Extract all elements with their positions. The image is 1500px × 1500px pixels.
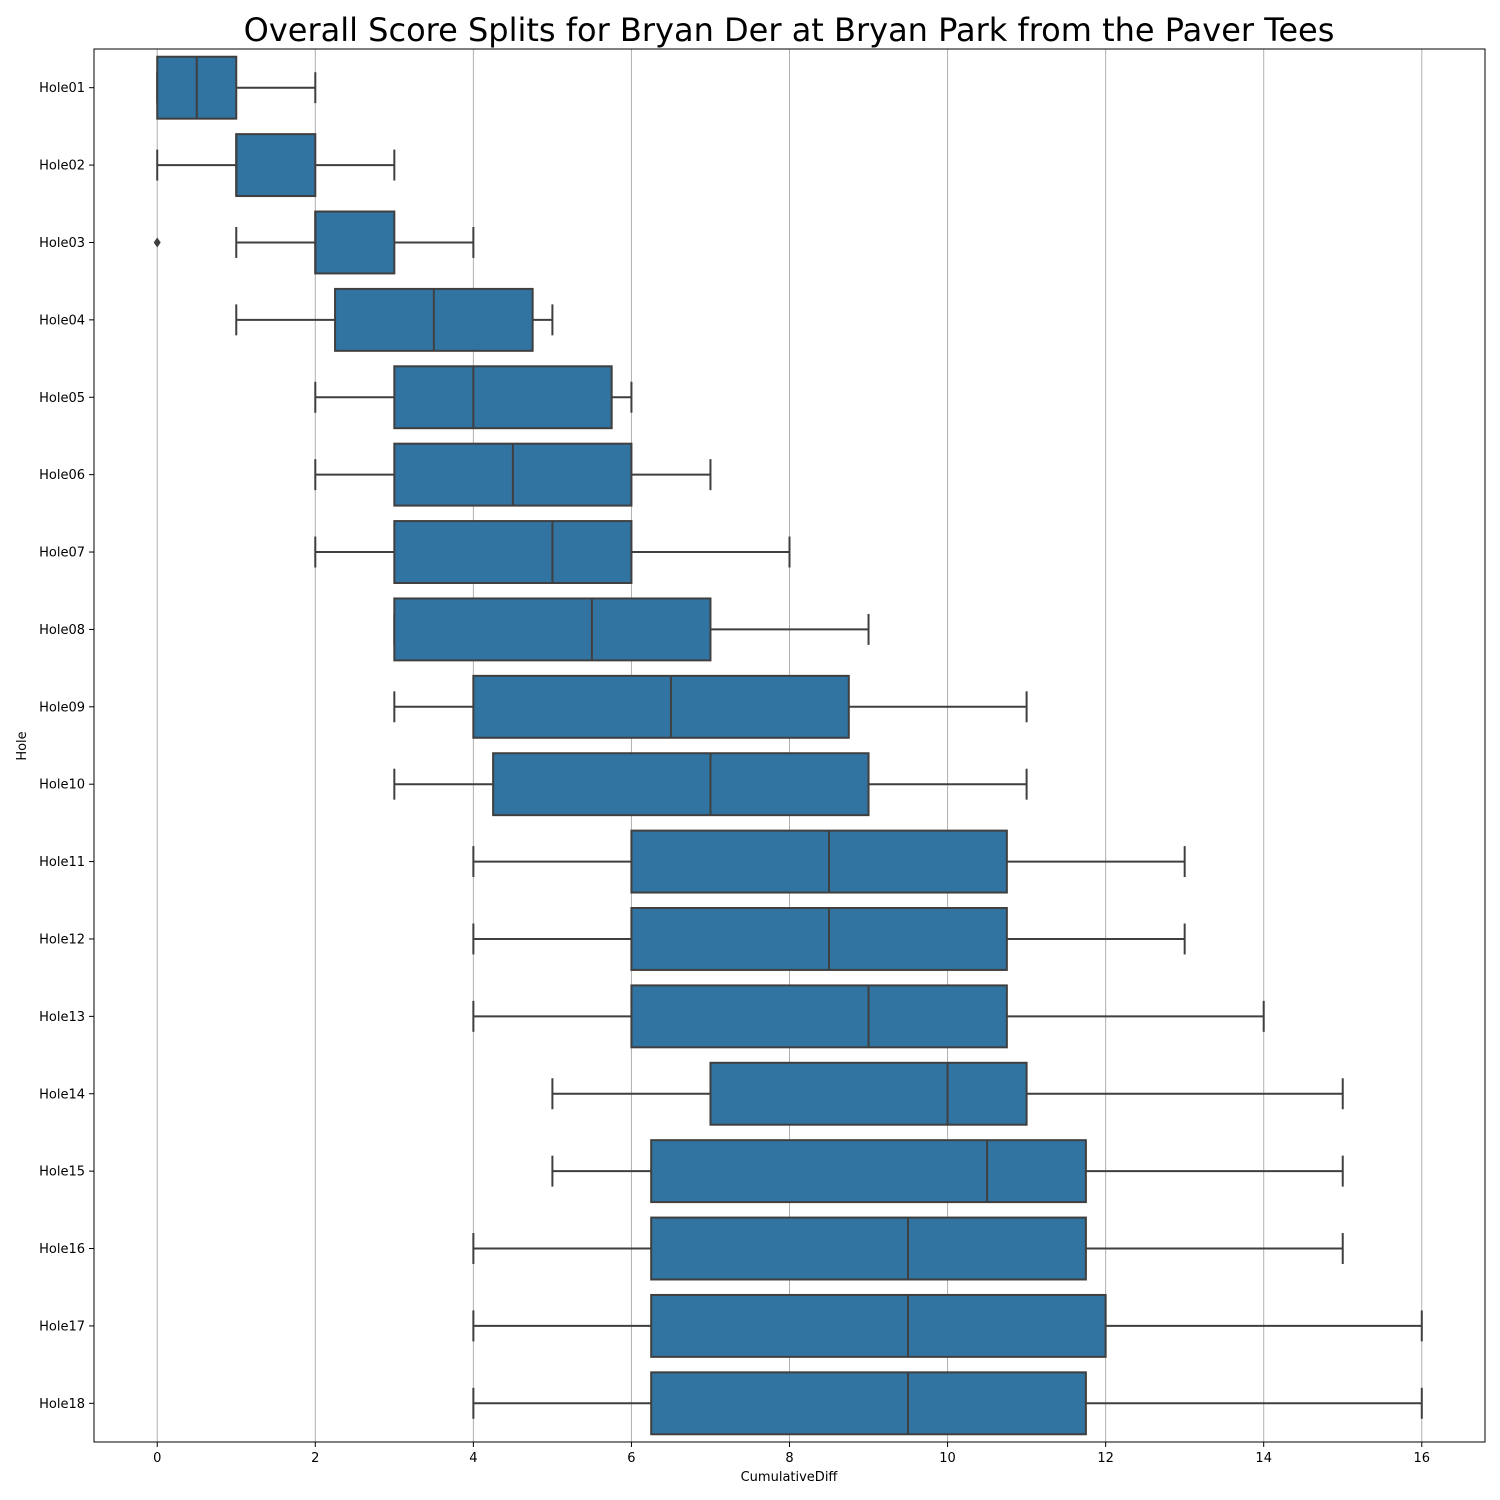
box-hole07: [314, 520, 791, 584]
box-hole01: [156, 55, 317, 120]
y-tick-label: Hole15: [39, 1165, 85, 1180]
x-tick-label: 10: [939, 1451, 956, 1466]
y-tick-label: Hole08: [39, 623, 85, 638]
x-tick-label: 0: [153, 1451, 161, 1466]
iqr-box: [393, 597, 712, 662]
iqr-box: [393, 365, 613, 430]
box-hole15: [551, 1139, 1344, 1204]
y-tick-label: Hole05: [39, 391, 85, 406]
iqr-box: [650, 1139, 1087, 1204]
box-hole06: [314, 442, 712, 507]
y-tick-label: Hole03: [39, 236, 85, 251]
iqr-box: [235, 133, 317, 198]
y-tick-label: Hole06: [39, 468, 85, 483]
x-tick-label: 12: [1097, 1451, 1114, 1466]
x-tick-label: 14: [1255, 1451, 1272, 1466]
box-hole05: [314, 365, 633, 430]
y-tick-label: Hole02: [39, 159, 85, 174]
iqr-box: [630, 907, 1008, 971]
y-axis-ticks: Hole01 Hole02 Hole03 Hole04 Hole05 Hole06 Hole…: [39, 81, 94, 1412]
iqr-box: [650, 1293, 1107, 1358]
y-tick-label: Hole09: [39, 700, 85, 715]
y-tick-label: Hole12: [39, 932, 85, 947]
y-tick-label: Hole01: [39, 81, 85, 96]
y-tick-label: Hole13: [39, 1010, 85, 1025]
iqr-box: [650, 1216, 1087, 1281]
iqr-box: [709, 1061, 1028, 1126]
box-hole17: [472, 1293, 1423, 1358]
iqr-box: [492, 752, 870, 817]
x-tick-label: 2: [311, 1451, 319, 1466]
x-tick-label: 16: [1413, 1451, 1430, 1466]
iqr-box: [472, 674, 850, 739]
y-tick-label: Hole17: [39, 1319, 85, 1334]
box-hole08: [393, 597, 870, 662]
box-hole13: [472, 984, 1265, 1049]
box-hole09: [393, 674, 1028, 739]
box-hole03: [153, 210, 475, 275]
x-axis-label: CumulativeDiff: [741, 1470, 839, 1485]
box-hole12: [472, 907, 1186, 971]
box-hole14: [551, 1061, 1344, 1126]
y-tick-label: Hole07: [39, 546, 85, 561]
chart-title: Overall Score Splits for Bryan Der at Br…: [244, 11, 1335, 49]
x-axis-ticks: 0 2 4 6 8 10 12 14 16: [153, 1442, 1430, 1466]
y-tick-label: Hole04: [39, 313, 85, 328]
iqr-box: [314, 210, 396, 275]
iqr-box: [650, 1371, 1087, 1436]
outlier-point: [153, 237, 161, 248]
y-tick-label: Hole16: [39, 1242, 85, 1257]
box-hole16: [472, 1216, 1344, 1281]
box-hole04: [235, 287, 554, 352]
box-hole11: [472, 829, 1186, 894]
x-tick-label: 8: [785, 1451, 793, 1466]
y-tick-label: Hole10: [39, 778, 85, 793]
box-hole10: [393, 752, 1028, 817]
iqr-box: [630, 829, 1008, 894]
y-tick-label: Hole18: [39, 1397, 85, 1412]
x-tick-label: 6: [627, 1451, 635, 1466]
y-tick-label: Hole14: [39, 1087, 85, 1102]
box-series: [153, 55, 1423, 1436]
y-axis-label: Hole: [15, 731, 30, 760]
x-tick-label: 4: [469, 1451, 477, 1466]
y-tick-label: Hole11: [39, 855, 85, 870]
box-hole02: [156, 133, 396, 198]
box-hole18: [472, 1371, 1423, 1436]
iqr-box: [630, 984, 1008, 1049]
grid-lines: [156, 49, 1423, 1442]
iqr-box: [393, 520, 633, 584]
